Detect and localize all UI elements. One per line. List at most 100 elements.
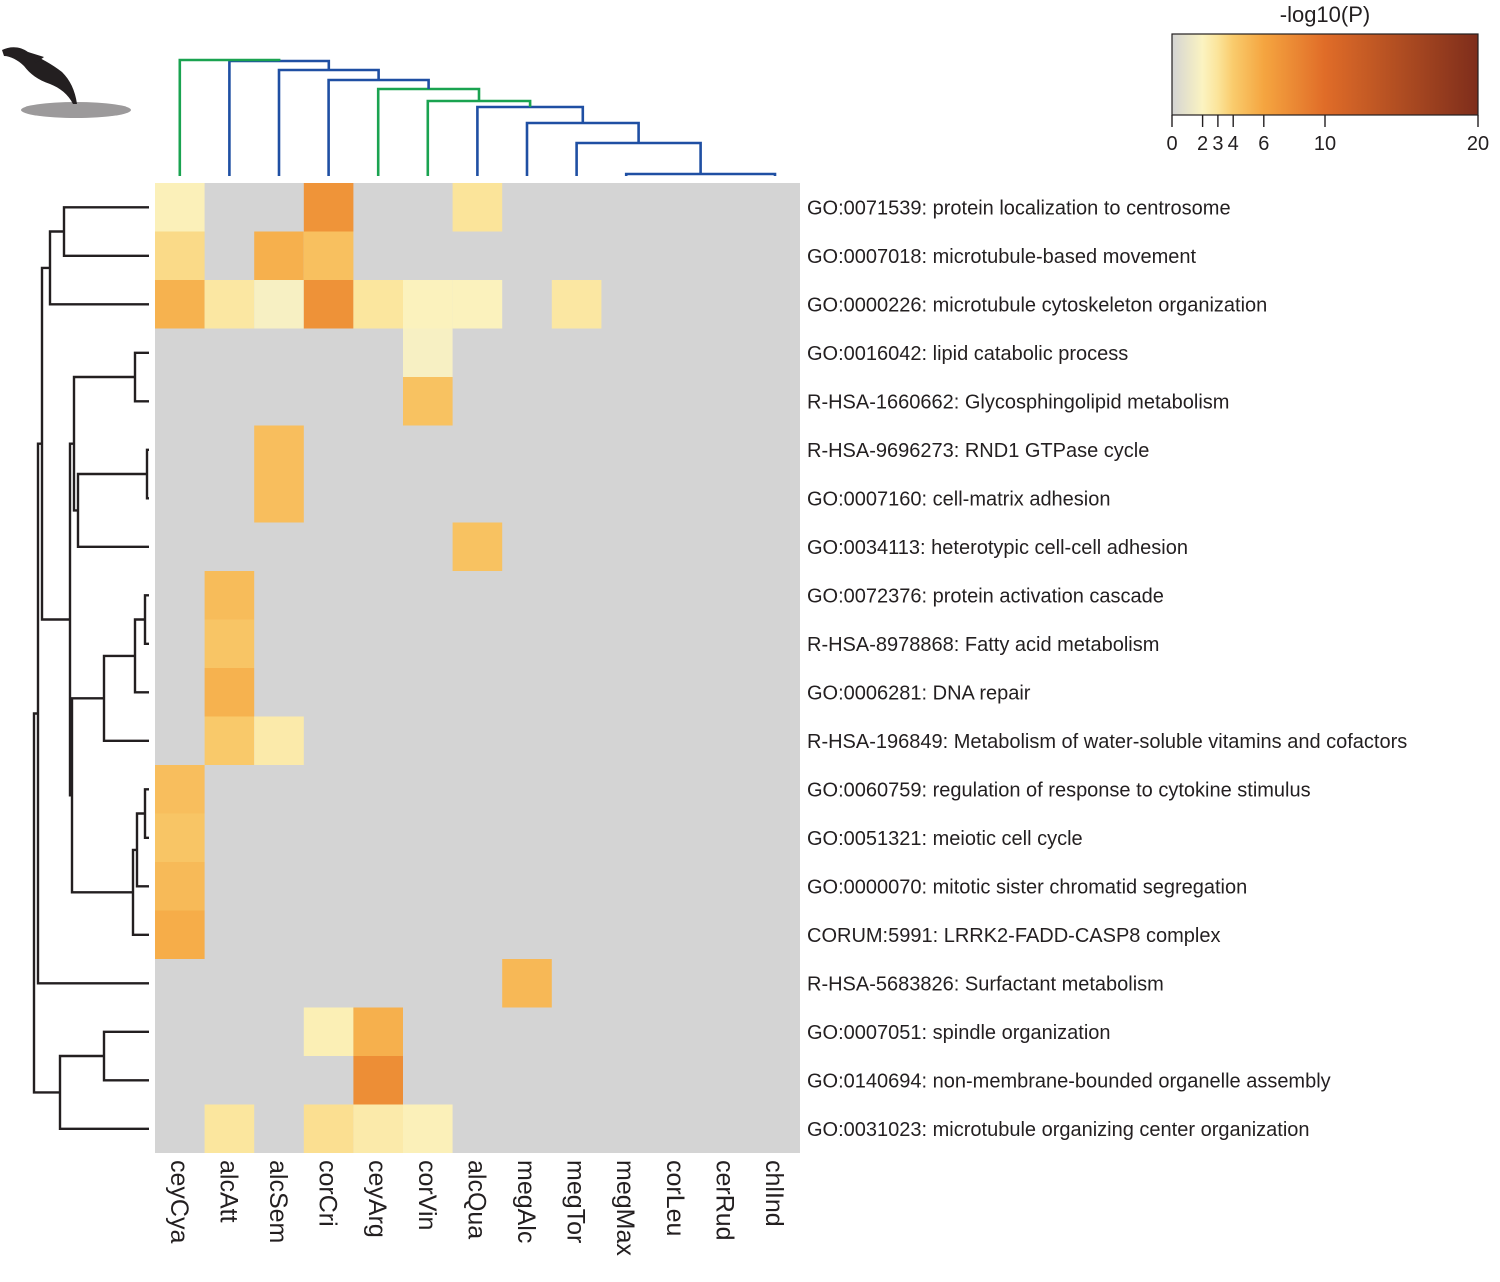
row-dendrogram-link <box>131 848 149 936</box>
column-dendrogram <box>178 58 777 176</box>
heatmap-cell <box>452 522 503 571</box>
heatmap-cell <box>353 1056 403 1105</box>
heatmap-cell <box>254 425 304 474</box>
heatmap-cell <box>204 716 255 765</box>
row-label: R-HSA-5683826: Surfactant metabolism <box>807 973 1164 995</box>
row-label: CORUM:5991: LRRK2-FADD-CASP8 complex <box>807 925 1220 947</box>
column-label: megMax <box>611 1160 639 1256</box>
colorbar-tick-label: 2 <box>1197 133 1208 155</box>
row-dendrogram-link <box>76 472 149 548</box>
row-label: GO:0051321: meiotic cell cycle <box>807 828 1083 850</box>
column-label: megAlc <box>512 1160 540 1243</box>
column-label: chlInd <box>760 1160 788 1227</box>
column-dendrogram-link <box>575 141 702 176</box>
heatmap-cell <box>303 280 354 329</box>
colorbar-tick-label: 10 <box>1314 133 1336 155</box>
heatmap-cell <box>155 910 205 959</box>
row-dendrogram-link <box>102 654 149 742</box>
row-label: GO:0000226: microtubule cytoskeleton org… <box>807 294 1267 316</box>
column-label: ceyCya <box>165 1160 193 1243</box>
heatmap-cells <box>155 183 602 1153</box>
column-label: corVin <box>413 1160 441 1230</box>
row-label: GO:0006281: DNA repair <box>807 682 1031 704</box>
heatmap-cell <box>403 1104 453 1153</box>
row-label: GO:0034113: heterotypic cell-cell adhesi… <box>807 537 1188 559</box>
column-label: alcAtt <box>214 1160 242 1223</box>
row-dendrogram-link <box>143 594 149 645</box>
heatmap-cell <box>353 1007 403 1056</box>
heatmap-cell <box>403 377 453 426</box>
heatmap-cell <box>155 183 205 232</box>
heatmap-cell <box>254 231 304 280</box>
heatmap-cell <box>204 1104 255 1153</box>
row-dendrogram <box>32 206 149 1130</box>
heatmap-cell <box>204 668 255 717</box>
row-label: GO:0007018: microtubule-based movement <box>807 246 1197 268</box>
row-dendrogram-link <box>70 697 133 894</box>
heatmap-cell <box>303 231 354 280</box>
column-dendrogram-link <box>426 99 532 176</box>
colorbar-title: -log10(P) <box>1280 2 1370 27</box>
heatmap-cell <box>155 813 205 862</box>
heatmap-cell <box>204 280 255 329</box>
colorbar: -log10(P) 0 2 3 4 6 10 20 <box>1166 2 1489 155</box>
row-dendrogram-link <box>32 712 60 1094</box>
colorbar-ticks: 0 2 3 4 6 10 20 <box>1166 115 1489 155</box>
row-dendrogram-link <box>143 788 149 839</box>
heatmap-cell <box>155 765 205 814</box>
heatmap-cell <box>204 571 255 620</box>
heatmap-background <box>155 183 800 1153</box>
heatmap-cell <box>155 862 205 911</box>
heatmap-cell <box>353 1104 403 1153</box>
column-dendrogram-link <box>476 105 585 176</box>
heatmap-cell <box>452 183 503 232</box>
heatmap-cell <box>353 280 403 329</box>
column-dendrogram-link <box>525 121 640 176</box>
row-dendrogram-link <box>62 206 149 257</box>
heatmap-cell <box>303 183 354 232</box>
row-dendrogram-link <box>72 375 135 512</box>
row-label: GO:0060759: regulation of response to cy… <box>807 779 1311 801</box>
heatmap-cell <box>303 1007 354 1056</box>
heatmap-cell <box>254 474 304 523</box>
diving-bird-icon <box>2 47 131 118</box>
heatmap-cell <box>303 1104 354 1153</box>
column-label: cerRud <box>710 1160 738 1241</box>
row-label: GO:0016042: lipid catabolic process <box>807 343 1128 365</box>
heatmap-cell <box>204 619 255 668</box>
heatmap-cell <box>155 231 205 280</box>
heatmap-cell <box>254 716 304 765</box>
column-label: corLeu <box>661 1160 689 1236</box>
heatmap-cell <box>155 280 205 329</box>
row-label: GO:0007051: spindle organization <box>807 1022 1111 1044</box>
row-label: GO:0140694: non-membrane-bounded organel… <box>807 1070 1331 1092</box>
row-dendrogram-link <box>135 812 149 888</box>
heatmap-cell <box>403 280 453 329</box>
column-label: corCri <box>314 1160 342 1227</box>
row-label: GO:0031023: microtubule organizing cente… <box>807 1119 1310 1141</box>
row-label: R-HSA-8978868: Fatty acid metabolism <box>807 634 1159 656</box>
row-label: R-HSA-196849: Metabolism of water-solubl… <box>807 731 1407 753</box>
row-dendrogram-link <box>40 266 70 621</box>
row-label: R-HSA-9696273: RND1 GTPase cycle <box>807 440 1149 462</box>
colorbar-tick-label: 0 <box>1166 133 1177 155</box>
row-dendrogram-link <box>133 618 149 694</box>
heatmap-cell <box>452 280 503 329</box>
row-label: GO:0072376: protein activation cascade <box>807 585 1164 607</box>
row-dendrogram-link <box>102 1030 149 1082</box>
column-label: ceyArg <box>363 1160 391 1238</box>
heatmap-cell <box>403 328 453 377</box>
column-dendrogram-link <box>624 172 777 176</box>
row-label: GO:0000070: mitotic sister chromatid seg… <box>807 876 1247 898</box>
column-labels: ceyCya alcAtt alcSem corCri ceyArg corVin alcQ… <box>165 1160 788 1256</box>
colorbar-gradient <box>1171 33 1479 116</box>
row-labels: GO:0071539: protein localization to cent… <box>807 197 1407 1141</box>
row-label: GO:0007160: cell-matrix adhesion <box>807 488 1111 510</box>
column-dendrogram-link <box>178 58 281 176</box>
colorbar-tick-label: 4 <box>1228 133 1239 155</box>
heatmap-cell <box>254 280 304 329</box>
colorbar-tick-label: 6 <box>1258 133 1269 155</box>
heatmap-cell <box>551 280 602 329</box>
column-label: alcQua <box>462 1160 490 1239</box>
